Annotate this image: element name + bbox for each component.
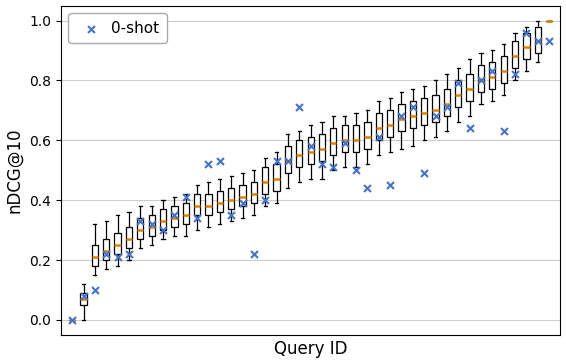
0-shot [340,141,349,146]
0-shot [125,251,134,257]
0-shot [363,185,372,191]
0-shot [238,200,247,206]
0-shot [68,317,77,323]
PathPatch shape [148,215,155,236]
PathPatch shape [307,137,314,164]
PathPatch shape [239,185,246,206]
0-shot [397,114,406,119]
0-shot [306,143,315,149]
0-shot [91,287,100,293]
0-shot [136,218,145,224]
0-shot [544,39,554,44]
0-shot [374,134,383,140]
PathPatch shape [171,206,178,227]
0-shot [511,71,520,77]
0-shot [385,182,395,188]
PathPatch shape [205,194,212,215]
PathPatch shape [103,239,109,260]
0-shot [204,161,213,167]
0-shot [465,125,474,131]
PathPatch shape [500,56,507,83]
PathPatch shape [262,167,268,194]
0-shot [261,197,270,203]
0-shot [113,254,122,260]
0-shot [215,158,224,164]
PathPatch shape [512,41,518,68]
PathPatch shape [376,113,382,140]
0-shot [318,161,327,167]
0-shot [192,215,201,221]
PathPatch shape [523,32,530,59]
PathPatch shape [137,218,143,239]
PathPatch shape [319,134,325,161]
0-shot [533,39,542,44]
0-shot [488,68,497,74]
0-shot [477,78,486,83]
PathPatch shape [114,233,121,254]
PathPatch shape [160,209,166,230]
PathPatch shape [398,104,405,131]
0-shot [499,128,508,134]
0-shot [419,170,428,176]
0-shot [329,164,338,170]
0-shot [454,80,463,86]
PathPatch shape [92,245,98,266]
PathPatch shape [194,194,200,215]
PathPatch shape [478,66,484,92]
0-shot [158,227,168,233]
PathPatch shape [330,128,336,155]
PathPatch shape [217,191,223,212]
0-shot [272,158,281,164]
0-shot [170,212,179,218]
PathPatch shape [228,188,234,209]
PathPatch shape [126,227,132,248]
PathPatch shape [183,203,189,224]
Y-axis label: nDCG@10: nDCG@10 [6,127,24,213]
0-shot [522,29,531,35]
0-shot [284,158,293,164]
0-shot [443,104,452,110]
0-shot [181,194,190,200]
PathPatch shape [353,125,359,152]
PathPatch shape [410,101,416,128]
0-shot [295,104,304,110]
0-shot [226,212,235,218]
0-shot [147,221,156,227]
0-shot [250,251,259,257]
Legend: 0-shot: 0-shot [68,13,167,43]
PathPatch shape [387,110,393,137]
PathPatch shape [285,146,291,173]
PathPatch shape [421,98,427,125]
0-shot [102,251,111,257]
PathPatch shape [466,74,473,101]
PathPatch shape [251,182,257,203]
PathPatch shape [489,63,495,90]
PathPatch shape [444,90,450,116]
0-shot [408,104,417,110]
PathPatch shape [296,140,302,167]
PathPatch shape [341,125,348,152]
PathPatch shape [535,27,541,54]
X-axis label: Query ID: Query ID [274,340,348,359]
0-shot [351,167,361,173]
0-shot [431,114,440,119]
PathPatch shape [455,80,461,107]
PathPatch shape [273,164,280,191]
PathPatch shape [80,293,87,305]
0-shot [79,293,88,299]
PathPatch shape [365,122,371,149]
PathPatch shape [432,95,439,122]
